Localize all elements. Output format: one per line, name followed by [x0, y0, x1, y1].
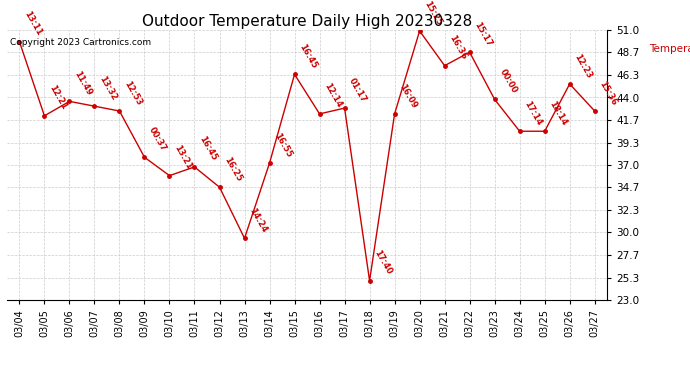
Text: 11:49: 11:49 [72, 69, 93, 97]
Text: 16:55: 16:55 [273, 131, 293, 159]
Text: 12:14: 12:14 [322, 82, 344, 110]
Text: Copyright 2023 Cartronics.com: Copyright 2023 Cartronics.com [10, 38, 151, 47]
Text: 13:32: 13:32 [97, 75, 118, 102]
Text: 16:45: 16:45 [297, 42, 319, 70]
Text: 12:53: 12:53 [122, 79, 144, 107]
Text: 17:14: 17:14 [522, 99, 544, 127]
Text: 18:14: 18:14 [547, 99, 569, 127]
Text: Temperature (°F): Temperature (°F) [649, 44, 690, 54]
Text: 13:11: 13:11 [22, 10, 43, 38]
Text: 12:21: 12:21 [47, 84, 68, 112]
Title: Outdoor Temperature Daily High 20230328: Outdoor Temperature Daily High 20230328 [142, 14, 472, 29]
Text: 16:09: 16:09 [397, 82, 418, 110]
Text: 15:17: 15:17 [473, 20, 493, 48]
Text: 16:25: 16:25 [222, 155, 244, 183]
Text: 00:37: 00:37 [147, 126, 168, 153]
Text: 12:23: 12:23 [573, 52, 593, 80]
Text: 13:21: 13:21 [172, 144, 193, 171]
Text: 15:25: 15:25 [422, 0, 444, 27]
Text: 00:00: 00:00 [497, 68, 518, 95]
Text: 16:36: 16:36 [447, 34, 469, 62]
Text: 16:45: 16:45 [197, 135, 219, 163]
Text: 17:40: 17:40 [373, 249, 393, 276]
Text: 15:36: 15:36 [598, 79, 619, 107]
Text: 14:24: 14:24 [247, 206, 268, 234]
Text: 01:17: 01:17 [347, 76, 368, 104]
